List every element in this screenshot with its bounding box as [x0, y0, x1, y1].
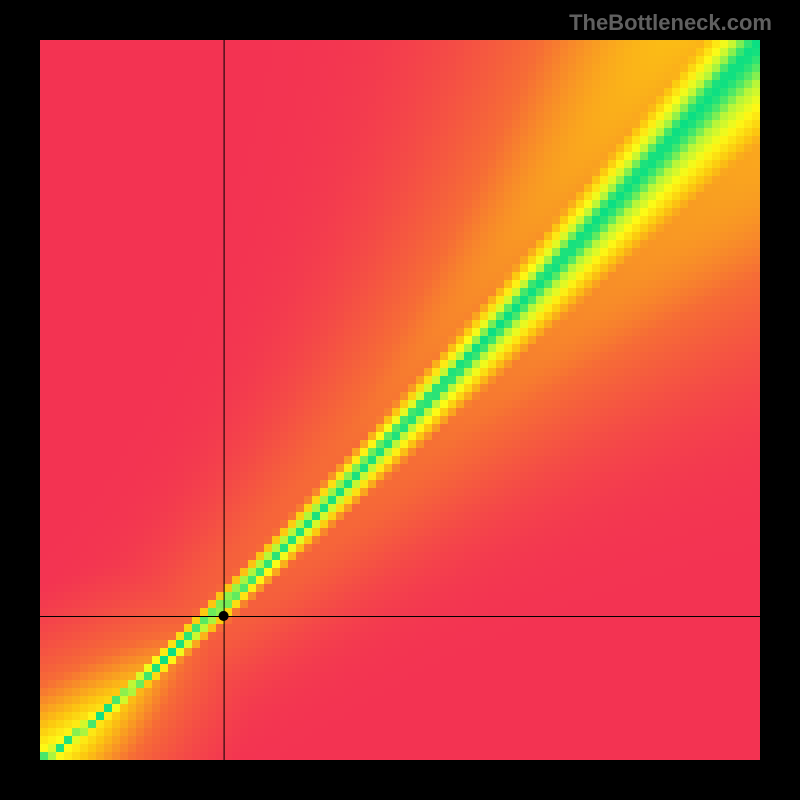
- crosshair-overlay: [40, 40, 760, 760]
- chart-container: TheBottleneck.com: [0, 0, 800, 800]
- watermark-text: TheBottleneck.com: [569, 10, 772, 36]
